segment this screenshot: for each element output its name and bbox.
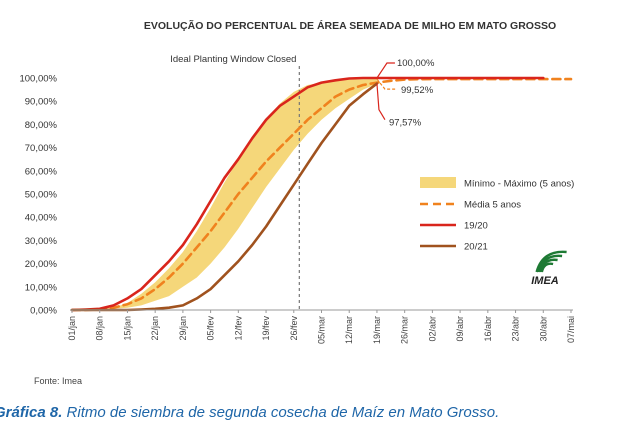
y-tick-labels: 0,00% 10,00% 20,00% 30,00% 40,00% 50,00% 60,00… [19,74,57,317]
legend-label-1: Mínimo - Máximo (5 anos) [464,179,574,190]
x-tick-label: 30/abr [538,316,548,342]
legend-label-3: 19/20 [464,221,488,232]
min-max-band [72,78,377,311]
y-tick-label: 80,00% [25,120,58,131]
logo-arc [540,262,554,273]
logo-arc [537,254,563,273]
legend: Mínimo - Máximo (5 anos) Média 5 anos 19/2… [420,177,574,253]
x-tick-label: 05/mar [317,316,327,344]
x-tick-label: 19/fev [261,316,271,341]
caption-text: Ritmo de siembra de segunda cosecha de M… [66,404,500,421]
legend-label-4: 20/21 [464,242,488,253]
x-tick-label: 09/abr [455,316,465,342]
annotation-leader-20-21 [376,83,386,120]
y-tick-label: 40,00% [25,213,58,224]
annotation-leader-media [376,78,397,90]
chart-title: EVOLUÇÃO DO PERCENTUAL DE ÁREA SEMEADA D… [144,19,556,32]
x-tick-labels: 01/jan 08/jan 15/jan 22/jan 29/jan 05/fev 12/f… [67,310,576,344]
x-tick-label: 12/fev [233,316,243,341]
x-tick-label: 08/jan [95,316,105,341]
annotations: Ideal Planting Window Closed 100,00% 99,52… [170,54,435,129]
source-note: Fonte: Imea [34,376,83,386]
x-tick-label: 23/abr [511,316,521,342]
x-tick-label: 26/fev [289,316,299,341]
x-tick-label: 01/jan [67,316,77,341]
y-tick-label: 100,00% [19,74,57,85]
x-tick-label: 26/mar [400,316,410,344]
logo-arc [535,250,567,273]
y-tick-label: 60,00% [25,166,58,177]
x-tick-label: 12/mar [344,316,354,344]
x-tick-label: 02/abr [427,316,437,342]
y-tick-label: 90,00% [25,97,58,108]
y-tick-label: 0,00% [30,306,57,317]
annotation-window-closed: Ideal Planting Window Closed [170,54,296,65]
y-tick-label: 70,00% [25,143,58,154]
x-tick-label: 29/jan [178,316,188,341]
caption-label: Gráfica 8. [0,404,63,421]
annotation-leader-19-20 [376,62,395,79]
annotation-9952: 99,52% [401,85,434,96]
y-tick-label: 20,00% [25,259,58,270]
y-tick-label: 30,00% [25,236,58,247]
x-tick-label: 16/abr [483,316,493,342]
x-tick-label: 15/jan [122,316,132,341]
annotation-9757: 97,57% [389,118,422,129]
series-line-2 [70,76,545,312]
logo-text: IMEA [531,275,559,287]
y-tick-label: 50,00% [25,190,58,201]
x-tick-label: 19/mar [372,316,382,344]
x-tick-label: 07/mai [566,316,576,343]
logo-arcs-icon [535,250,567,273]
y-tick-label: 10,00% [25,282,58,293]
imea-logo: IMEA [522,242,568,288]
min-max-band-area [72,78,377,311]
x-tick-label: 05/fev [206,316,216,341]
legend-swatch-band [420,177,456,188]
x-tick-label: 22/jan [150,316,160,341]
annotation-100: 100,00% [397,58,435,69]
figure-caption: Gráfica 8. Ritmo de siembra de segunda c… [0,404,499,421]
logo-arc [538,258,558,273]
legend-label-2: Média 5 anos [464,200,521,211]
